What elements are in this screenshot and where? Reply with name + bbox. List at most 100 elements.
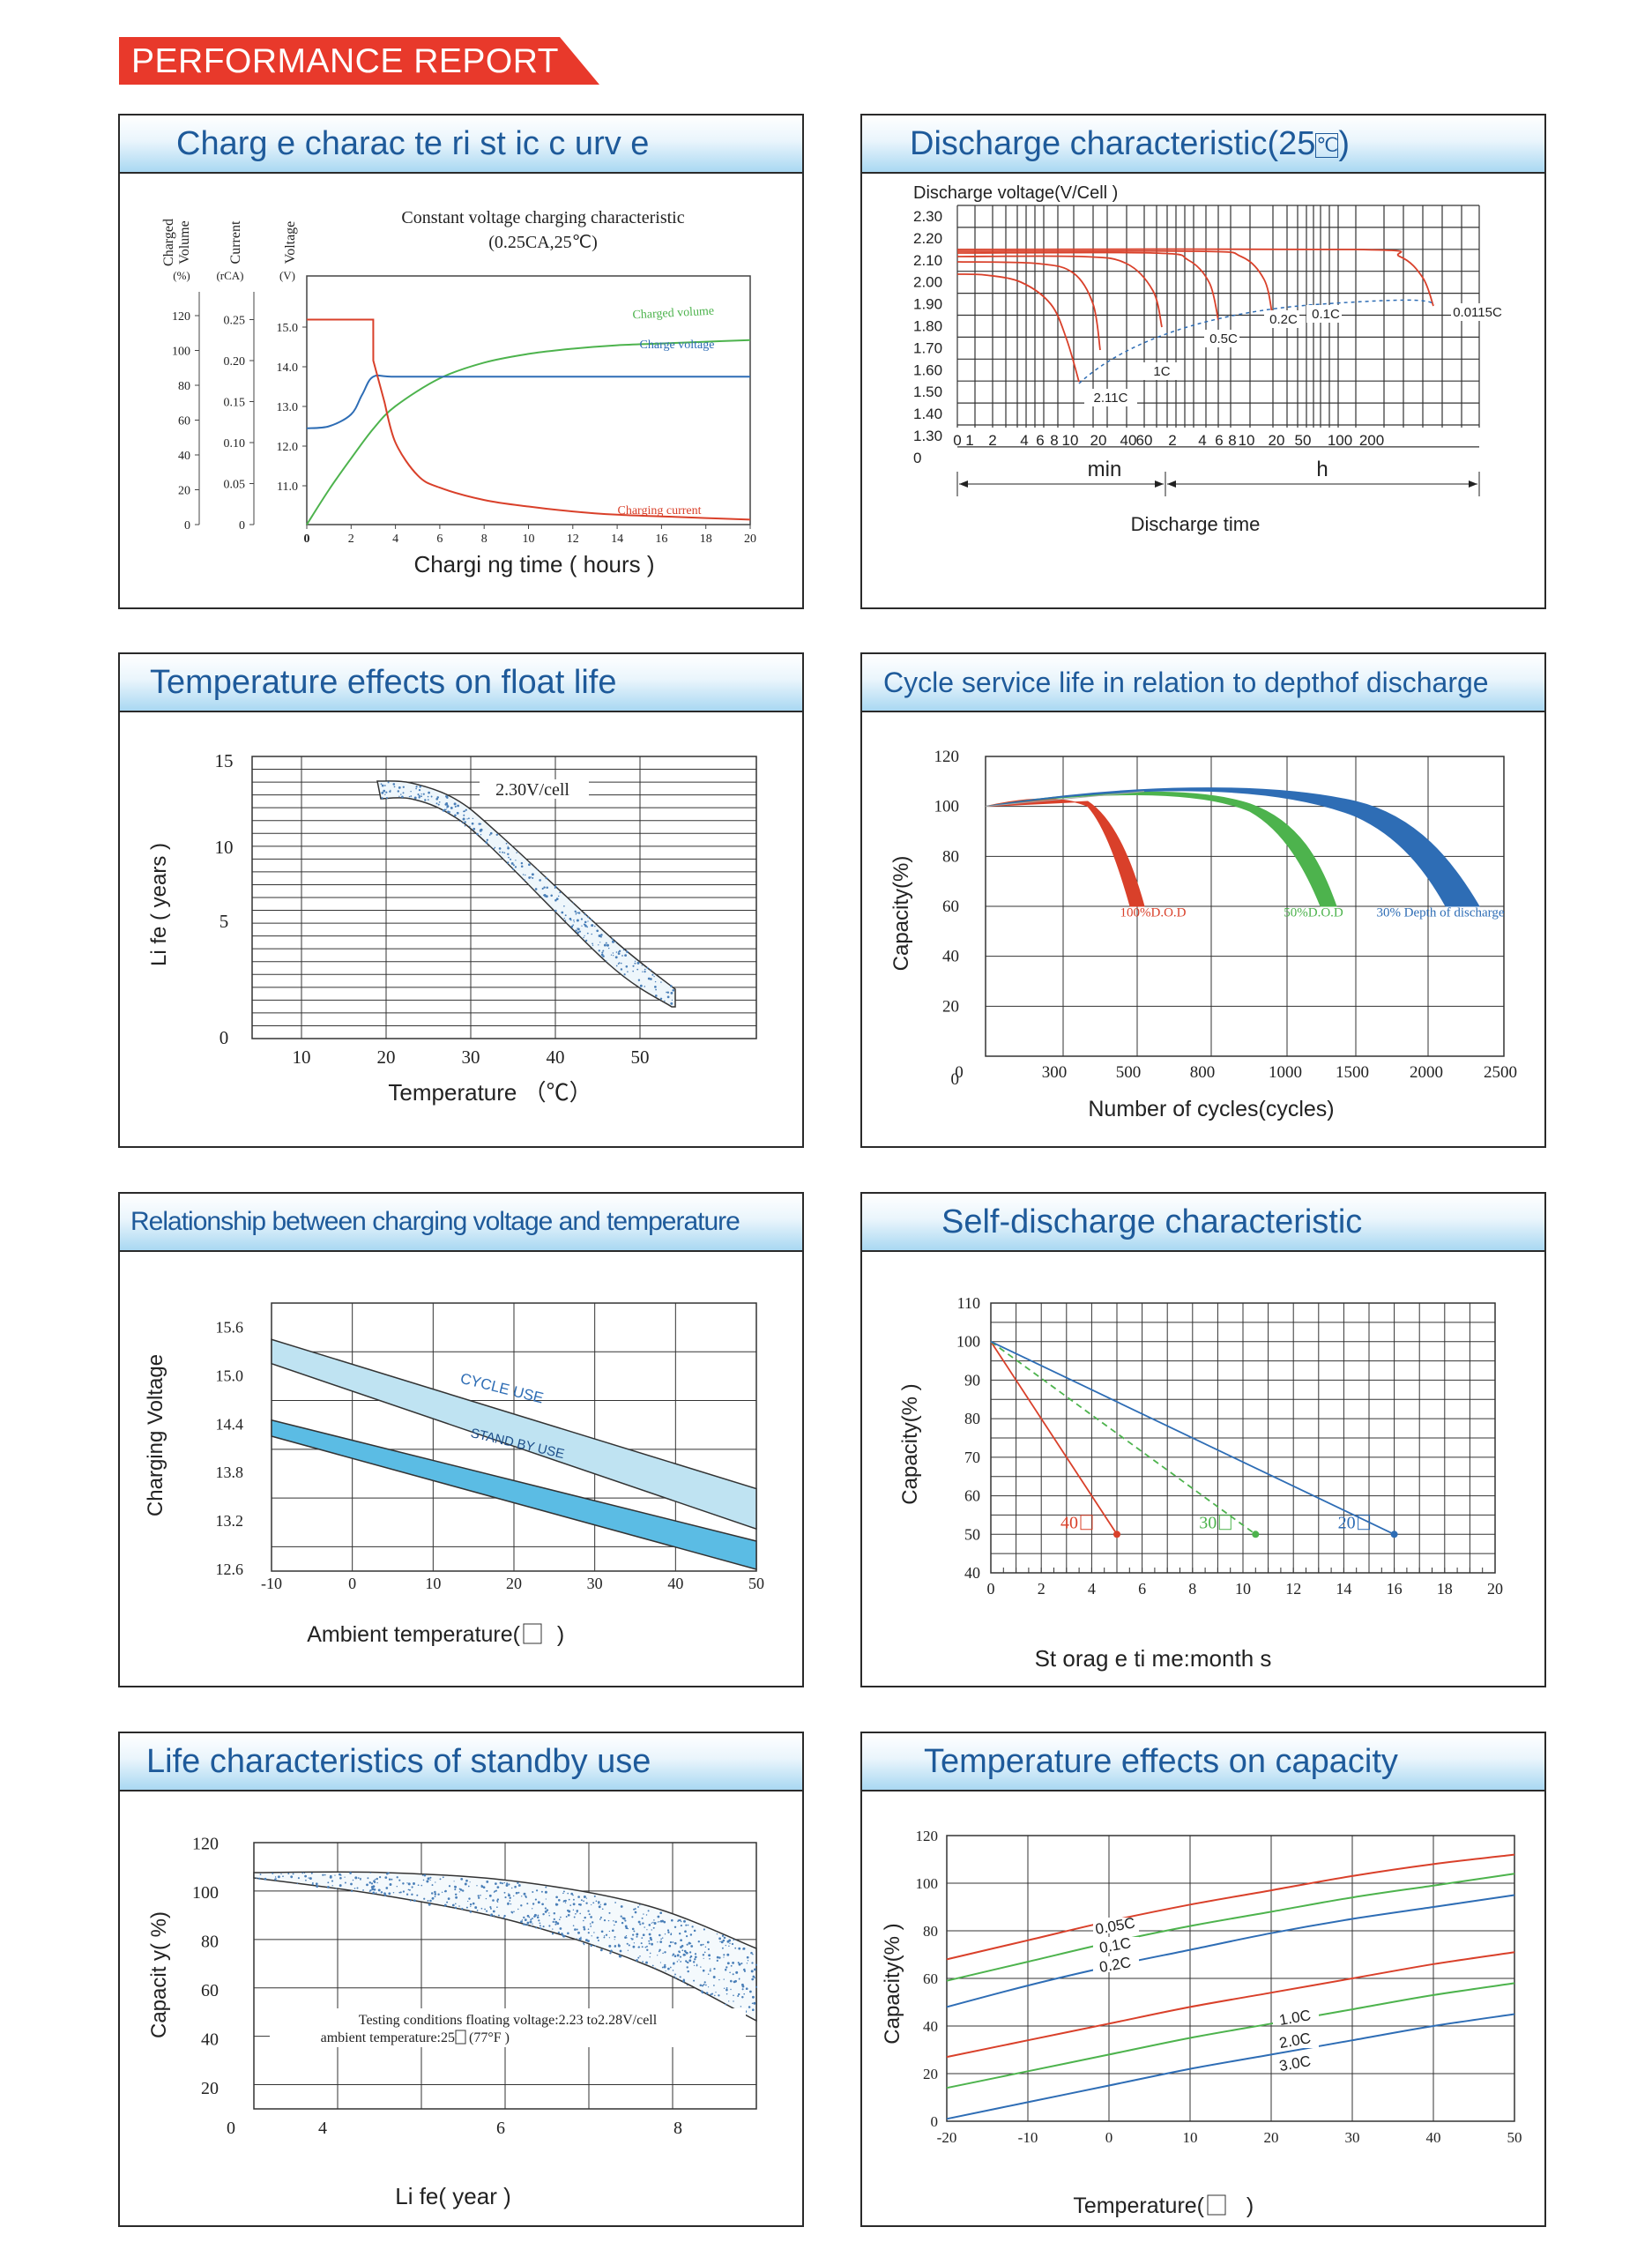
speckle [441, 1891, 443, 1894]
speckle [393, 786, 396, 788]
label-bg [1451, 303, 1504, 321]
life-band [376, 780, 676, 1008]
speckle [729, 1942, 731, 1945]
speckle [297, 1877, 300, 1880]
y-tick-label: 12.0 [277, 441, 299, 454]
speckle [703, 1957, 704, 1959]
speckle [435, 797, 439, 801]
speckle [540, 1927, 542, 1930]
x-tick-label: 20 [744, 533, 756, 546]
speckle [697, 1940, 700, 1943]
speckle [362, 1888, 364, 1891]
speckle [599, 1916, 602, 1918]
speckle [381, 784, 384, 787]
speckle [659, 1933, 661, 1937]
axis-unit: (%) [173, 269, 190, 282]
speckle [480, 1907, 483, 1910]
speckle [749, 1990, 752, 1993]
speckle [567, 1932, 569, 1935]
speckle [665, 1970, 666, 1972]
label-bg [1273, 2055, 1319, 2071]
speckle [577, 912, 581, 914]
series-charging-current [307, 318, 751, 521]
speckle [499, 1881, 502, 1884]
speckle [423, 1897, 426, 1900]
speckle [454, 1906, 458, 1910]
y-tick-label: 1.90 [913, 296, 942, 313]
y-tick-label: 100 [172, 346, 190, 359]
speckle [709, 1970, 711, 1972]
speckle [650, 1938, 652, 1941]
x-tick-label: 8 [673, 2119, 682, 2138]
speckle [508, 856, 510, 859]
speckle [659, 1962, 662, 1963]
speckle [672, 1941, 674, 1943]
speckle [462, 817, 465, 821]
speckle [743, 1970, 747, 1972]
speckle [620, 962, 622, 965]
x-axis-label: Ambient temperature( [307, 1622, 520, 1647]
speckle [467, 1900, 469, 1903]
speckle [413, 1899, 416, 1903]
speckle [422, 793, 425, 795]
speckle [621, 1921, 624, 1925]
speckle [718, 1956, 721, 1959]
x-axis-label: Temperature （℃） [388, 1079, 592, 1106]
arrow-head [959, 480, 968, 488]
speckle [557, 1931, 561, 1934]
speckle [712, 1976, 716, 1978]
speckle [515, 1891, 518, 1895]
degree-box-icon [1358, 1515, 1371, 1531]
speckle [743, 1993, 745, 1995]
speckle [646, 966, 649, 969]
speckle [726, 1966, 728, 1969]
speckle [686, 1966, 688, 1969]
speckle [498, 847, 502, 850]
speckle [670, 992, 673, 994]
speckle [492, 1899, 495, 1902]
speckle [470, 1905, 472, 1907]
speckle [369, 1889, 372, 1892]
speckle [619, 1949, 622, 1953]
speckle [398, 795, 400, 798]
series-5 [956, 248, 1434, 307]
speckle [640, 1942, 643, 1945]
series-charge-voltage [306, 374, 750, 429]
speckle [707, 1986, 710, 1988]
speckle [733, 1939, 735, 1941]
speckle [533, 1916, 535, 1918]
speckle [562, 1933, 564, 1936]
speckle [420, 1884, 423, 1887]
series-0 [956, 273, 1080, 383]
panel-title: Life characteristics of standby use [146, 1743, 651, 1780]
speckle [648, 1924, 651, 1926]
panel-standby-life: Life characteristics of standby use 20 40… [118, 1732, 804, 2227]
speckle [633, 1908, 636, 1911]
speckle [738, 1963, 741, 1966]
band-label: 2.30V/cell [495, 780, 569, 800]
speckle [417, 1884, 420, 1887]
speckle [599, 1918, 601, 1920]
speckle [274, 1876, 277, 1878]
speckle [614, 1902, 616, 1903]
speckle [584, 1916, 586, 1919]
speckle [509, 1900, 511, 1902]
series-charged-volume [306, 339, 751, 525]
series-label: 30 [1199, 1514, 1217, 1533]
speckle [726, 1988, 728, 1992]
x-tick-label: 12 [1285, 1580, 1301, 1598]
speckle [610, 1949, 613, 1953]
degree-box-icon [455, 2030, 466, 2045]
speckle [577, 1896, 580, 1898]
speckle [605, 942, 607, 944]
speckle [398, 1879, 401, 1881]
speckle [664, 1951, 666, 1954]
speckle [658, 1950, 660, 1953]
series-label: 0.5C [1209, 331, 1238, 346]
speckle [671, 999, 673, 1002]
x-tick-label: 18 [700, 533, 712, 546]
speckle [687, 1924, 689, 1926]
speckle [590, 1944, 592, 1948]
speckle [476, 1910, 479, 1911]
speckle [632, 1933, 635, 1936]
